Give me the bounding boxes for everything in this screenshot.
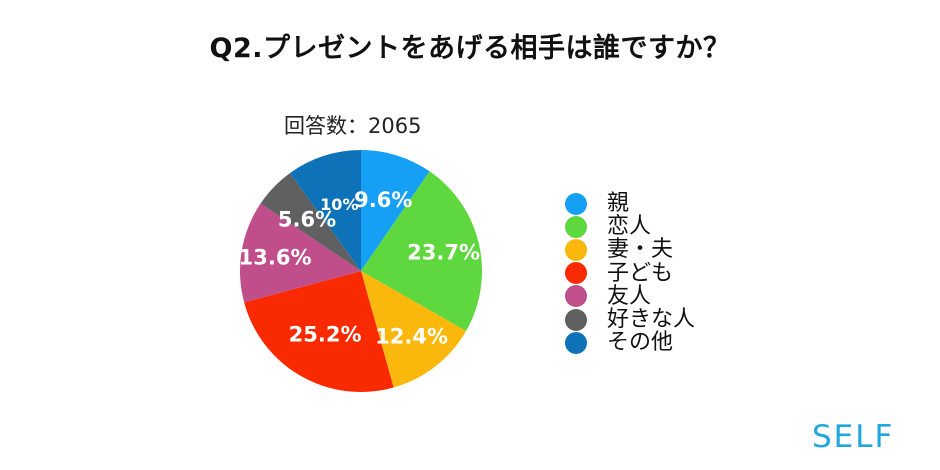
legend-item-crush: 好きな人 <box>565 308 695 331</box>
pie-slice-label: 25.2% <box>289 323 362 347</box>
legend-item-spouse: 妻・夫 <box>565 238 695 261</box>
chart-title: Q2.プレゼントをあげる相手は誰ですか？ <box>209 33 731 64</box>
pie-slice <box>240 203 361 303</box>
legend-item-friend: 友人 <box>565 285 695 308</box>
pie-slice-label: 5.6% <box>278 207 336 231</box>
pie-slice <box>260 173 361 271</box>
pie-slice <box>289 150 361 271</box>
legend-dot-icon <box>565 238 587 261</box>
legend: 親 恋人 妻・夫 子ども 友人 好きな人 その他 <box>565 192 695 354</box>
pie-slice-label: 9.6% <box>354 188 412 212</box>
legend-dot-icon <box>565 331 587 354</box>
legend-dot-icon <box>565 308 587 331</box>
legend-label: 好きな人 <box>607 307 696 333</box>
legend-dot-icon <box>565 215 587 238</box>
pie-slice <box>361 171 482 332</box>
pie-slice <box>361 271 467 388</box>
pie-slice <box>244 271 394 392</box>
legend-label: 子ども <box>607 260 674 286</box>
legend-item-parent: 親 <box>565 192 695 215</box>
legend-label: 恋人 <box>607 214 652 240</box>
pie-slices <box>240 150 482 392</box>
legend-item-children: 子ども <box>565 262 695 285</box>
pie-slice-label: 23.7% <box>407 241 480 265</box>
response-count: 回答数：2065 <box>284 114 422 138</box>
legend-label: 親 <box>607 191 630 217</box>
self-logo: SELF <box>812 419 895 455</box>
legend-label: 妻・夫 <box>607 237 674 263</box>
pie-slice-label: 10% <box>320 195 358 214</box>
legend-label: その他 <box>607 330 674 356</box>
pie-slice-label: 12.4% <box>375 324 448 348</box>
pie-slice-label: 13.6% <box>239 245 312 269</box>
legend-dot-icon <box>565 262 587 285</box>
legend-label: 友人 <box>607 283 652 309</box>
legend-dot-icon <box>565 285 587 308</box>
legend-item-other: その他 <box>565 331 695 354</box>
legend-dot-icon <box>565 192 587 215</box>
pie-slice <box>361 150 430 271</box>
legend-item-lover: 恋人 <box>565 215 695 238</box>
pie-slice-labels: 9.6% 23.7% 12.4% 25.2% 13.6% 5.6%10% <box>239 188 480 349</box>
